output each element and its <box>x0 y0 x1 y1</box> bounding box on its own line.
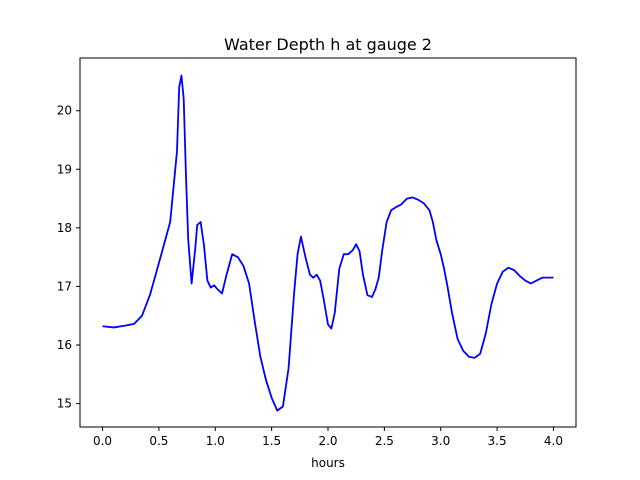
x-axis-label: hours <box>311 456 345 470</box>
y-tick-label: 16 <box>57 338 72 352</box>
x-tick-label: 4.0 <box>544 434 563 448</box>
y-tick-label: 17 <box>57 279 72 293</box>
y-tick-label: 18 <box>57 221 72 235</box>
x-tick-label: 0.0 <box>93 434 112 448</box>
y-axis: 15 16 17 18 19 20 <box>57 104 80 411</box>
series-line <box>102 74 554 412</box>
x-tick-label: 3.5 <box>488 434 507 448</box>
x-axis: 0.0 0.5 1.0 1.5 2.0 2.5 3.0 3.5 4.0 <box>93 427 563 448</box>
y-tick-label: 19 <box>57 162 72 176</box>
x-tick-label: 2.0 <box>318 434 337 448</box>
axes-frame <box>79 57 577 428</box>
x-tick-label: 3.0 <box>431 434 450 448</box>
chart-title: Water Depth h at gauge 2 <box>224 35 432 54</box>
x-tick-label: 1.5 <box>262 434 281 448</box>
y-tick-label: 20 <box>57 104 72 118</box>
x-tick-label: 0.5 <box>149 434 168 448</box>
x-tick-label: 1.0 <box>206 434 225 448</box>
x-tick-label: 2.5 <box>375 434 394 448</box>
y-tick-label: 15 <box>57 397 72 411</box>
plot-area <box>79 57 577 428</box>
